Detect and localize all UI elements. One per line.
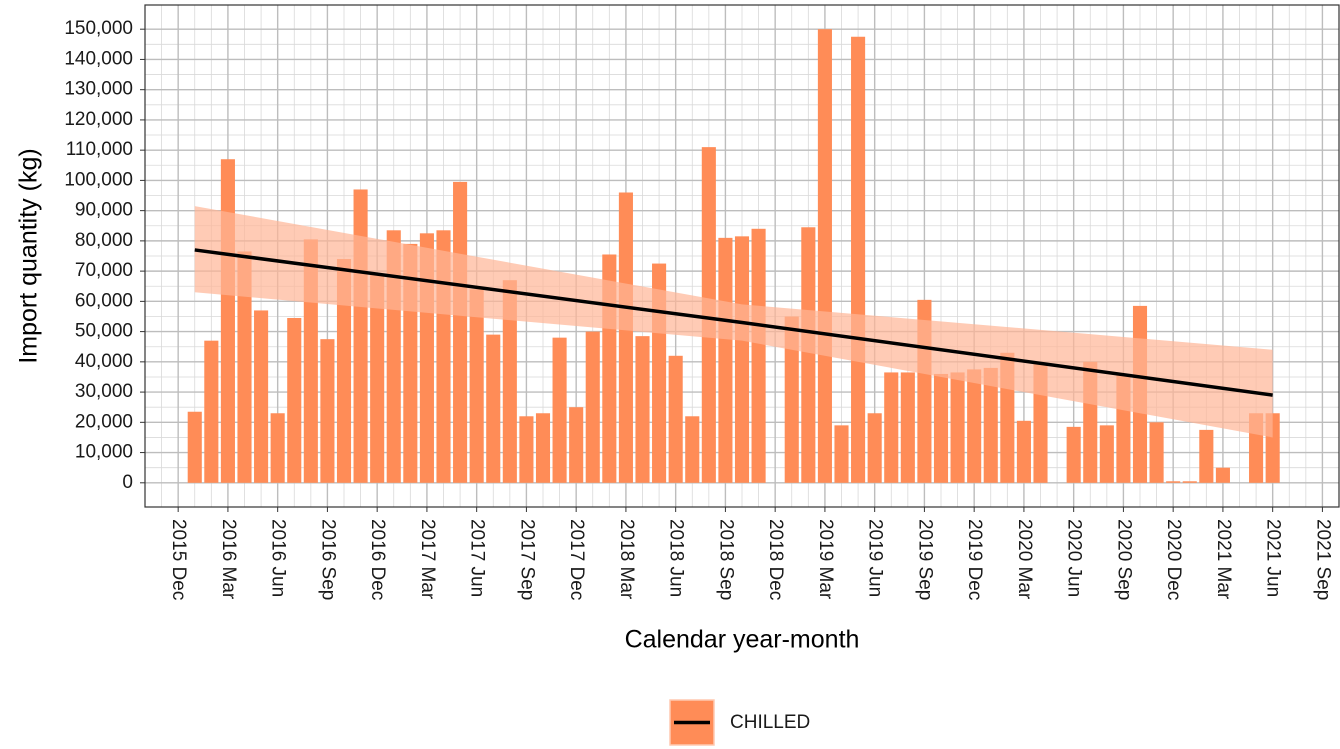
x-tick-label: 2020 Jun bbox=[1064, 519, 1085, 597]
bar bbox=[867, 413, 882, 483]
axes: 0 10,000 20,000 30,000 40,000 50,000 60,000 70,… bbox=[64, 18, 1333, 600]
bar bbox=[569, 407, 584, 483]
bar bbox=[1182, 481, 1197, 483]
bar bbox=[718, 237, 733, 483]
bar bbox=[851, 36, 866, 483]
y-tick-label: 110,000 bbox=[66, 139, 133, 160]
bar bbox=[668, 355, 683, 483]
bar bbox=[336, 259, 352, 483]
x-tick-label: 2017 Jun bbox=[467, 519, 488, 597]
x-tick-label: 2020 Mar bbox=[1014, 519, 1035, 600]
x-tick-label: 2021 Mar bbox=[1213, 519, 1234, 600]
bar bbox=[1199, 429, 1214, 483]
x-tick-label: 2015 Dec bbox=[168, 519, 189, 600]
x-tick-label: 2017 Dec bbox=[566, 519, 587, 600]
x-tick-label: 2020 Sep bbox=[1113, 519, 1134, 600]
bar bbox=[801, 227, 816, 483]
bar bbox=[585, 331, 600, 483]
bar bbox=[287, 317, 302, 483]
bar bbox=[884, 372, 899, 483]
x-tick-label: 2018 Mar bbox=[616, 519, 637, 600]
bar bbox=[967, 369, 982, 483]
bar bbox=[950, 372, 965, 483]
bar bbox=[1099, 425, 1114, 483]
legend: CHILLED bbox=[669, 699, 810, 746]
bar bbox=[370, 274, 385, 483]
x-tick-label: 2018 Sep bbox=[715, 519, 736, 600]
y-tick-label: 20,000 bbox=[75, 411, 133, 432]
y-tick-label: 30,000 bbox=[75, 381, 133, 402]
bar bbox=[784, 316, 799, 483]
x-tick-label: 2016 Sep bbox=[317, 519, 338, 600]
y-tick-label: 90,000 bbox=[75, 200, 133, 221]
bar bbox=[618, 192, 633, 483]
bar bbox=[734, 236, 750, 483]
x-tick-label: 2019 Sep bbox=[914, 519, 935, 600]
y-axis-title: Import quantity (kg) bbox=[15, 148, 43, 363]
y-tick-label: 40,000 bbox=[75, 351, 133, 372]
legend-label: CHILLED bbox=[730, 712, 810, 733]
x-tick-label: 2016 Dec bbox=[367, 519, 388, 600]
bar bbox=[1066, 426, 1081, 483]
bar bbox=[469, 289, 484, 483]
bar bbox=[320, 339, 335, 483]
bar bbox=[900, 372, 915, 483]
bar bbox=[1016, 420, 1031, 483]
bar bbox=[933, 373, 949, 483]
bar bbox=[519, 416, 534, 483]
y-tick-label: 100,000 bbox=[64, 169, 133, 190]
marks bbox=[187, 29, 1280, 483]
bar bbox=[535, 413, 551, 483]
x-tick-label: 2019 Dec bbox=[964, 519, 985, 600]
bar bbox=[1166, 481, 1181, 483]
y-tick-label: 140,000 bbox=[64, 48, 133, 69]
bar bbox=[204, 340, 219, 483]
x-tick-label: 2019 Mar bbox=[815, 519, 836, 600]
x-axis-title: Calendar year-month bbox=[625, 626, 860, 654]
y-tick-label: 70,000 bbox=[75, 260, 133, 281]
bar bbox=[817, 29, 832, 483]
bar bbox=[1149, 422, 1164, 483]
y-tick-label: 150,000 bbox=[64, 18, 133, 39]
y-tick-label: 130,000 bbox=[64, 79, 133, 100]
x-tick-label: 2021 Jun bbox=[1263, 519, 1284, 597]
y-tick-label: 80,000 bbox=[75, 230, 133, 251]
bar bbox=[834, 425, 849, 483]
x-tick-label: 2018 Jun bbox=[666, 519, 687, 597]
bar bbox=[353, 189, 368, 483]
bar bbox=[502, 280, 517, 483]
bar bbox=[486, 334, 501, 483]
y-tick-label: 50,000 bbox=[75, 321, 133, 342]
x-tick-label: 2017 Sep bbox=[516, 519, 537, 600]
bar bbox=[237, 251, 252, 483]
bar bbox=[552, 337, 567, 483]
panel-border bbox=[144, 4, 1340, 508]
bar bbox=[685, 416, 700, 483]
y-tick-label: 60,000 bbox=[75, 290, 133, 311]
y-tick-label: 120,000 bbox=[64, 109, 133, 130]
bar bbox=[751, 228, 766, 483]
x-tick-label: 2019 Jun bbox=[865, 519, 886, 597]
y-tick-label: 0 bbox=[122, 472, 133, 493]
bar bbox=[453, 181, 468, 483]
trend-line bbox=[194, 248, 1273, 397]
bar bbox=[254, 310, 269, 483]
bar bbox=[983, 367, 998, 483]
bar bbox=[220, 159, 235, 483]
bar bbox=[187, 411, 202, 483]
bar bbox=[270, 413, 285, 483]
x-tick-label: 2017 Mar bbox=[417, 519, 438, 600]
y-tick-label: 10,000 bbox=[75, 442, 133, 463]
x-tick-label: 2018 Dec bbox=[765, 519, 786, 600]
x-tick-label: 2020 Dec bbox=[1163, 519, 1184, 600]
x-tick-label: 2021 Sep bbox=[1312, 519, 1333, 600]
bar bbox=[635, 336, 650, 483]
x-tick-label: 2016 Mar bbox=[218, 519, 239, 600]
bar bbox=[1215, 467, 1230, 483]
x-tick-label: 2016 Jun bbox=[268, 519, 289, 597]
